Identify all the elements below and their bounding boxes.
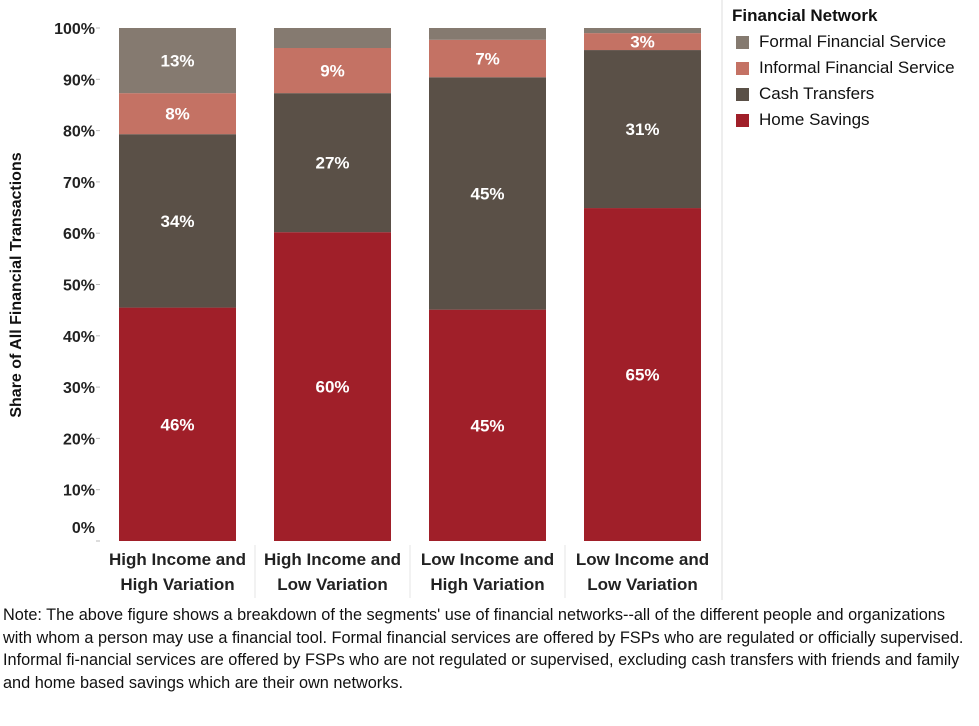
legend: Financial Network Formal Financial Servi… — [732, 6, 955, 133]
legend-item[interactable]: Formal Financial Service — [732, 29, 955, 55]
legend-label: Informal Financial Service — [759, 58, 955, 77]
bar-segment-cash-transfers — [584, 50, 701, 209]
legend-swatch — [736, 87, 749, 101]
y-tick-label: 40% — [63, 329, 95, 346]
legend-swatch — [736, 113, 749, 127]
x-tick-label: Low Variation — [587, 575, 698, 594]
x-tick-label: High Variation — [430, 575, 544, 594]
x-tick-label: High Variation — [120, 575, 234, 594]
legend-title: Financial Network — [732, 6, 878, 25]
legend-swatch — [736, 35, 749, 49]
data-label: 8% — [165, 105, 190, 124]
y-tick-label: 90% — [63, 72, 95, 89]
x-tick-label: Low Variation — [277, 575, 388, 594]
data-label: 45% — [470, 416, 504, 435]
y-tick-label: 80% — [63, 124, 95, 141]
y-tick-label: 70% — [63, 175, 95, 192]
data-label: 9% — [320, 62, 345, 81]
y-tick-label: 60% — [63, 226, 95, 243]
legend-item[interactable]: Informal Financial Service — [732, 55, 955, 81]
y-tick-label: 100% — [54, 21, 95, 38]
data-label: 45% — [470, 184, 504, 203]
bar-segment-informal-financial-service — [119, 93, 236, 135]
bar-segment-informal-financial-service — [584, 33, 701, 51]
y-tick-label: 20% — [63, 431, 95, 448]
x-tick-label: High Income and — [109, 550, 246, 569]
data-label: 7% — [475, 50, 500, 69]
bar-segment-home-savings — [274, 232, 391, 541]
bar-segment-cash-transfers — [274, 93, 391, 233]
x-tick-label: Low Income and — [576, 550, 709, 569]
footnote: Note: The above figure shows a breakdown… — [3, 606, 964, 692]
y-tick-label: 10% — [63, 483, 95, 500]
data-label: 46% — [160, 415, 194, 434]
legend-swatch — [736, 61, 749, 75]
bar-segment-home-savings — [429, 309, 546, 541]
bar-segment-home-savings — [119, 307, 236, 541]
data-label: 31% — [625, 120, 659, 139]
legend-item[interactable]: Cash Transfers — [732, 81, 955, 107]
data-label: 27% — [315, 154, 349, 173]
bar-segment-cash-transfers — [119, 134, 236, 308]
x-tick-label: High Income and — [264, 550, 401, 569]
bar-segment-informal-financial-service — [274, 48, 391, 94]
data-label: 60% — [315, 378, 349, 397]
bar-segment-formal-financial-service — [274, 28, 391, 49]
bar-segment-formal-financial-service — [429, 28, 546, 40]
y-tick-label: 0% — [72, 520, 95, 537]
bar-segment-cash-transfers — [429, 77, 546, 310]
legend-label: Formal Financial Service — [759, 32, 947, 51]
bar-segment-home-savings — [584, 208, 701, 542]
legend-label: Cash Transfers — [759, 84, 875, 103]
bar-segment-formal-financial-service — [119, 28, 236, 94]
legend-label: Home Savings — [759, 110, 870, 129]
data-label: 34% — [160, 212, 194, 231]
y-axis-title: Share of All Financial Transactions — [8, 152, 25, 418]
data-label: 65% — [625, 366, 659, 385]
bar-segment-informal-financial-service — [429, 39, 546, 78]
y-tick-label: 50% — [63, 278, 95, 295]
x-tick-label: Low Income and — [421, 550, 554, 569]
data-label: 3% — [630, 33, 655, 52]
bar-segment-formal-financial-service — [584, 28, 701, 34]
data-label: 13% — [160, 52, 194, 71]
stacked-bar-chart: 0% 10% 20% 30% 40% 50% 60% 70% 80% 90% 100% 46% 34% 8… — [54, 0, 723, 600]
y-tick-label: 30% — [63, 380, 95, 397]
legend-item[interactable]: Home Savings — [732, 107, 955, 133]
